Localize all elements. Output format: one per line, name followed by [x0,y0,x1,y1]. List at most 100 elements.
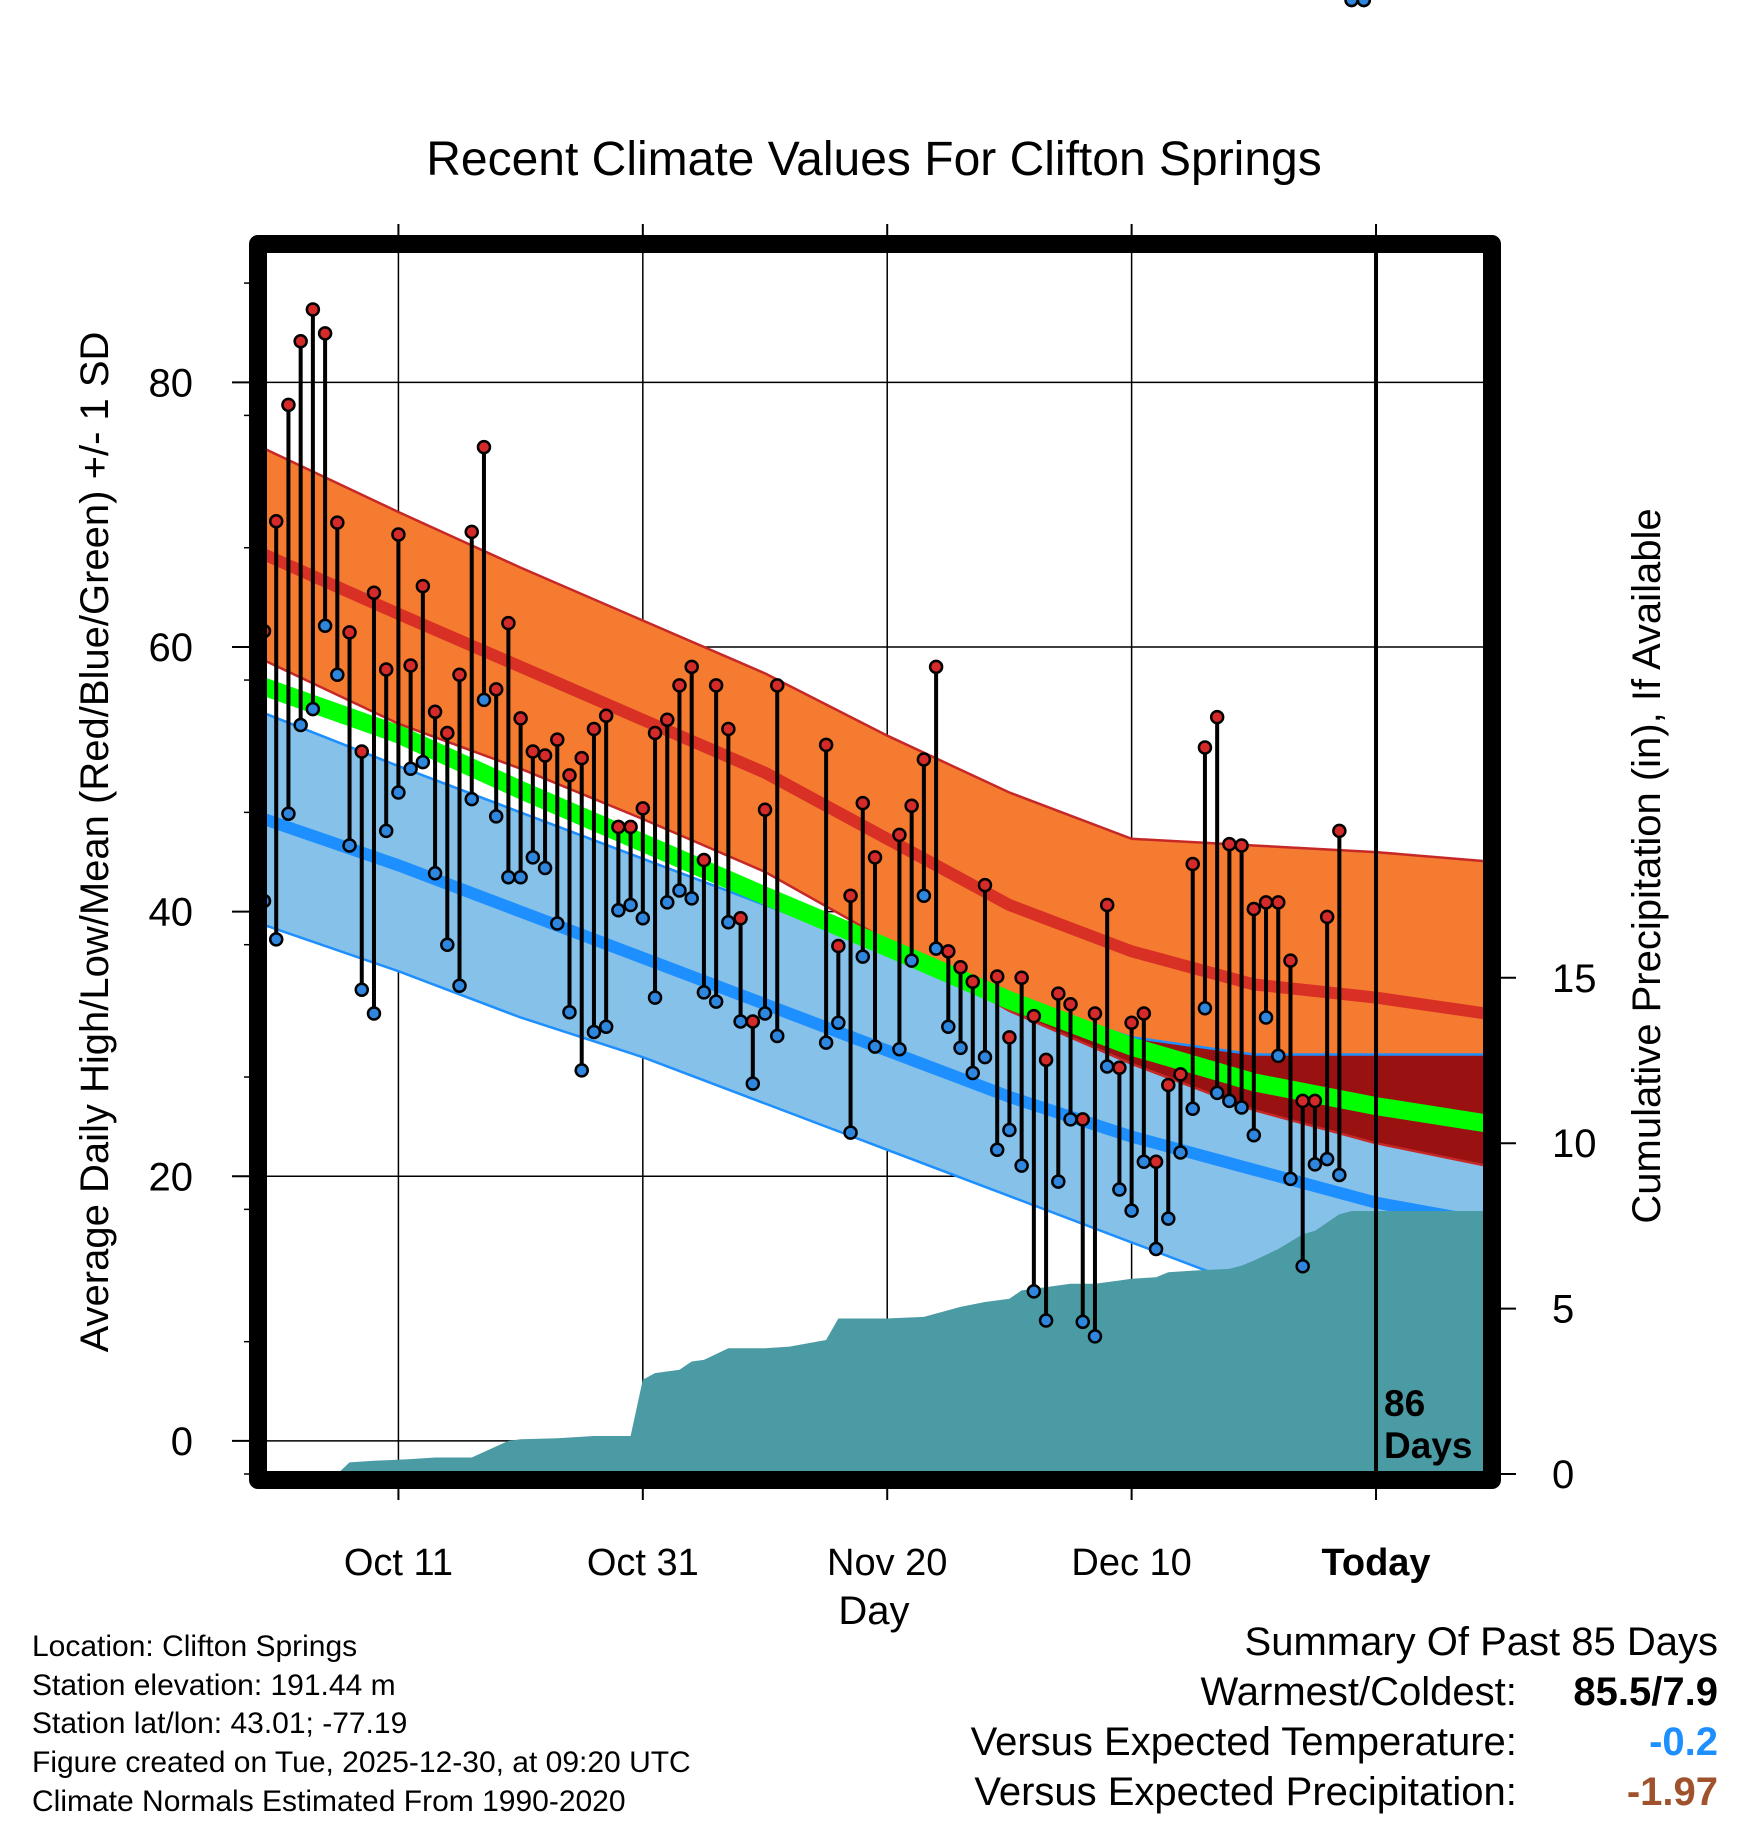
daily-low-point [684,891,699,906]
daily-high-point [1173,1067,1188,1082]
daily-low-point [415,754,431,770]
daily-low-point [721,914,736,930]
daily-low-point [769,1028,785,1044]
daily-high-point [440,725,455,741]
daily-low-point [1271,1048,1286,1064]
daily-low-point [1099,1059,1115,1074]
daily-low-point [1246,1127,1262,1143]
daily-low-point [745,1076,761,1091]
y-tick-label: 80 [149,361,194,405]
daily-high-point [1295,1093,1310,1109]
daily-low-point [1283,1171,1298,1187]
daily-high-point [611,819,626,835]
daily-low-point [953,1040,968,1056]
days-count-unit: Days [1384,1425,1472,1466]
daily-low-point [977,1049,993,1065]
daily-low-point [525,850,541,865]
high-upper-line [264,447,1486,863]
daily-high-point [1063,996,1078,1012]
days-count-number: 86 [1384,1383,1425,1424]
daily-high-point [427,704,443,720]
daily-low-point [378,823,394,839]
daily-low-point [1319,1151,1335,1167]
daily-low-point [1197,1000,1213,1016]
daily-high-point [586,721,602,737]
summary-precip-value: -1.97 [1626,1770,1718,1814]
daily-high-point [268,514,284,529]
daily-high-point [1087,1006,1103,1021]
daily-low-point [928,941,944,956]
y-tick-label: 20 [149,1155,194,1199]
daily-high-point [305,302,321,317]
x-tick-label: Oct 11 [344,1542,453,1584]
daily-low-point [611,903,626,918]
daily-low-point [598,1019,614,1034]
daily-high-point [488,682,504,697]
daily-high-point [757,802,773,817]
daily-high-point [378,662,394,677]
daily-high-point [1332,823,1347,839]
info-normals: Climate Normals Estimated From 1990-2020 [32,1785,626,1818]
daily-high-point [330,515,345,530]
y-tick-label: 0 [171,1420,193,1464]
daily-low-point [867,1039,883,1054]
daily-high-point [317,326,333,341]
summary-temp-label: Versus Expected Temperature: [970,1720,1517,1764]
daily-high-point [708,678,724,693]
daily-low-point [696,985,712,1000]
info-created: Figure created on Tue, 2025-12-30, at 09… [32,1746,691,1779]
daily-high-point [1038,1052,1054,1068]
daily-low-point [550,916,565,931]
daily-low-point [941,1019,956,1034]
daily-high-point [1161,1077,1176,1093]
daily-low-point [317,618,333,634]
daily-low-point [904,953,919,968]
daily-low-point [1014,1158,1029,1173]
daily-high-point [1258,895,1274,910]
daily-high-point [635,801,651,816]
daily-low-point [330,667,345,683]
daily-high-point [1185,856,1200,872]
daily-low-point [1307,1157,1323,1172]
daily-high-point [928,659,944,675]
daily-low-point [281,806,296,821]
daily-high-point [855,795,871,811]
daily-high-point [537,748,553,763]
daily-low-point [647,990,663,1005]
daily-low-point [1148,1241,1164,1257]
precipitation-area [264,1211,1486,1474]
summary-heading: Summary Of Past 85 Days [1244,1620,1718,1664]
daily-low-point [354,982,370,997]
daily-low-point [476,692,492,708]
daily-low-point [855,949,871,964]
daily-low-point [892,1041,907,1057]
high-normal-line [264,548,1486,1020]
daily-low-point [623,897,638,913]
y2-tick-label: 10 [1552,1122,1597,1166]
x-tick-label: Today [1321,1542,1430,1584]
daily-low-point [1332,1167,1347,1183]
daily-low-point [843,1125,858,1140]
daily-high-point [843,888,858,903]
daily-high-point [1307,1093,1323,1109]
x-axis-label: Day [838,1589,909,1633]
daily-low-point [672,883,687,898]
daily-low-point [513,869,528,885]
daily-high-point [1026,1008,1042,1024]
daily-high-point [415,578,431,594]
daily-high-point [1271,895,1286,910]
daily-low-point [440,937,455,952]
daily-high-point [965,974,981,990]
summary-temp-row: Versus Expected Temperature: -0.2 [971,1720,1718,1765]
daily-high-point [354,744,370,759]
plot-frame [249,235,1501,1489]
daily-low-point [305,701,321,717]
daily-high-point [660,712,675,728]
daily-low-point [574,1063,589,1078]
daily-low-point [1344,0,1359,8]
daily-low-point [831,1015,846,1031]
y2-tick-label: 5 [1552,1288,1574,1332]
daily-high-point [1014,970,1029,986]
daily-high-point [867,850,883,865]
